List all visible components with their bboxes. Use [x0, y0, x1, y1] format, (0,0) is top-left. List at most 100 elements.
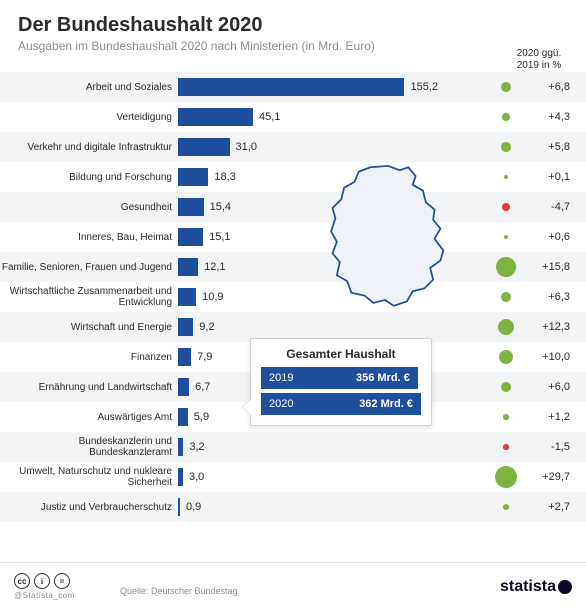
row-label: Bildung und Forschung: [0, 172, 178, 183]
pct-area: +12,3: [486, 312, 586, 342]
bar-chart: Arbeit und Soziales155,2+6,8Verteidigung…: [0, 72, 586, 522]
row-label: Finanzen: [0, 352, 178, 363]
bar-area: 3,0: [178, 462, 438, 492]
pct-area: +5,8: [486, 132, 586, 162]
pct-area: +6,8: [486, 72, 586, 102]
change-dot-icon: [499, 350, 513, 364]
row-label: Inneres, Bau, Heimat: [0, 232, 178, 243]
row-label: Arbeit und Soziales: [0, 82, 178, 93]
tooltip-row: 2019356 Mrd. €: [261, 367, 418, 389]
change-dot-icon: [502, 203, 511, 212]
change-dot-icon: [501, 82, 512, 93]
bar-value: 18,3: [214, 171, 235, 183]
pct-value: +1,2: [548, 411, 570, 423]
pct-area: +10,0: [486, 342, 586, 372]
bar-value: 31,0: [236, 141, 257, 153]
pct-value: +15,8: [542, 261, 570, 273]
pct-area: +1,2: [486, 402, 586, 432]
pct-value: +10,0: [542, 351, 570, 363]
row-label: Verkehr und digitale Infrastruktur: [0, 142, 178, 153]
pct-area: +4,3: [486, 102, 586, 132]
pct-area: +29,7: [486, 462, 586, 492]
pct-value: +5,8: [548, 141, 570, 153]
cc-badge-nd: =: [54, 573, 70, 589]
pct-value: +6,0: [548, 381, 570, 393]
row-label: Ernährung und Landwirtschaft: [0, 382, 178, 393]
tooltip-value: 362 Mrd. €: [359, 398, 413, 410]
change-dot-icon: [501, 142, 511, 152]
change-dot-icon: [496, 257, 516, 277]
row-label: Gesundheit: [0, 202, 178, 213]
source-text: Quelle: Deutscher Bundestag: [120, 586, 238, 596]
bar: [178, 138, 230, 156]
change-dot-icon: [501, 292, 511, 302]
pct-area: +2,7: [486, 492, 586, 522]
header: Der Bundeshaushalt 2020 Ausgaben im Bund…: [0, 0, 586, 59]
tooltip-title: Gesamter Haushalt: [261, 347, 421, 361]
row-label: Umwelt, Naturschutz und nukleare Sicherh…: [0, 466, 178, 488]
change-dot-icon: [503, 504, 510, 511]
bar-value: 6,7: [195, 381, 210, 393]
bar-value: 5,9: [194, 411, 209, 423]
change-dot-icon: [501, 382, 511, 392]
pct-area: +0,1: [486, 162, 586, 192]
tooltip-year: 2020: [269, 398, 293, 410]
pct-area: -1,5: [486, 432, 586, 462]
cc-badge-by: i: [34, 573, 50, 589]
chart-row: Bildung und Forschung 18,3 +0,1: [0, 162, 586, 192]
pct-value: +0,1: [548, 171, 570, 183]
bar: [178, 288, 196, 306]
bar-area: 45,1: [178, 102, 438, 132]
change-dot-icon: [504, 235, 509, 240]
change-dot-icon: [503, 414, 508, 419]
brand-text: statista: [500, 578, 556, 596]
bar: [178, 498, 180, 516]
chart-row: Familie, Senioren, Frauen und Jugend 12,1…: [0, 252, 586, 282]
pct-value: -4,7: [551, 201, 570, 213]
twitter-handle: @Statista_com: [14, 591, 75, 600]
row-label: Bundeskanzlerin und Bundeskanzleramt: [0, 436, 178, 458]
bar-value: 12,1: [204, 261, 225, 273]
footer-left: cc i = @Statista_com: [14, 573, 75, 600]
change-dot-icon: [504, 175, 508, 179]
bar: [178, 168, 208, 186]
brand-mark-icon: [558, 580, 572, 594]
page-subtitle: Ausgaben im Bundeshaushalt 2020 nach Min…: [18, 39, 568, 53]
chart-row: Verteidigung 45,1 +4,3: [0, 102, 586, 132]
pct-area: -4,7: [486, 192, 586, 222]
bar: [178, 258, 198, 276]
change-dot-icon: [503, 444, 509, 450]
bar: [178, 468, 183, 486]
cc-badge-cc: cc: [14, 573, 30, 589]
bar-area: 31,0: [178, 132, 438, 162]
pct-area: +0,6: [486, 222, 586, 252]
pct-value: +0,6: [548, 231, 570, 243]
row-label: Wirtschaft und Energie: [0, 322, 178, 333]
row-label: Familie, Senioren, Frauen und Jugend: [0, 262, 178, 273]
bar: [178, 348, 191, 366]
bar-area: 3,2: [178, 432, 438, 462]
chart-row: Umwelt, Naturschutz und nukleare Sicherh…: [0, 462, 586, 492]
chart-row: Arbeit und Soziales155,2 +6,8: [0, 72, 586, 102]
bar-value: 9,2: [199, 321, 214, 333]
pct-column-header: 2020 ggü.2019 in %: [508, 48, 570, 72]
pct-value: -1,5: [551, 441, 570, 453]
germany-map-icon: [310, 160, 460, 335]
bar-value: 15,1: [209, 231, 230, 243]
chart-row: Gesundheit 15,4 -4,7: [0, 192, 586, 222]
chart-row: Justiz und Verbraucherschutz0,9+2,7: [0, 492, 586, 522]
bar-area: 0,9: [178, 492, 438, 522]
pct-area: +15,8: [486, 252, 586, 282]
pct-value: +29,7: [542, 471, 570, 483]
bar: [178, 108, 253, 126]
bar-area: 155,2: [178, 72, 438, 102]
row-label: Verteidigung: [0, 112, 178, 123]
total-budget-tooltip: Gesamter Haushalt 2019356 Mrd. € 2020 362 …: [250, 338, 432, 426]
bar-value: 45,1: [259, 111, 280, 123]
bar-value: 3,2: [189, 441, 204, 453]
bar: [178, 198, 204, 216]
bar-value: 15,4: [210, 201, 231, 213]
pct-value: +2,7: [548, 501, 570, 513]
infographic-page: Der Bundeshaushalt 2020 Ausgaben im Bund…: [0, 0, 586, 610]
pct-value: +6,3: [548, 291, 570, 303]
